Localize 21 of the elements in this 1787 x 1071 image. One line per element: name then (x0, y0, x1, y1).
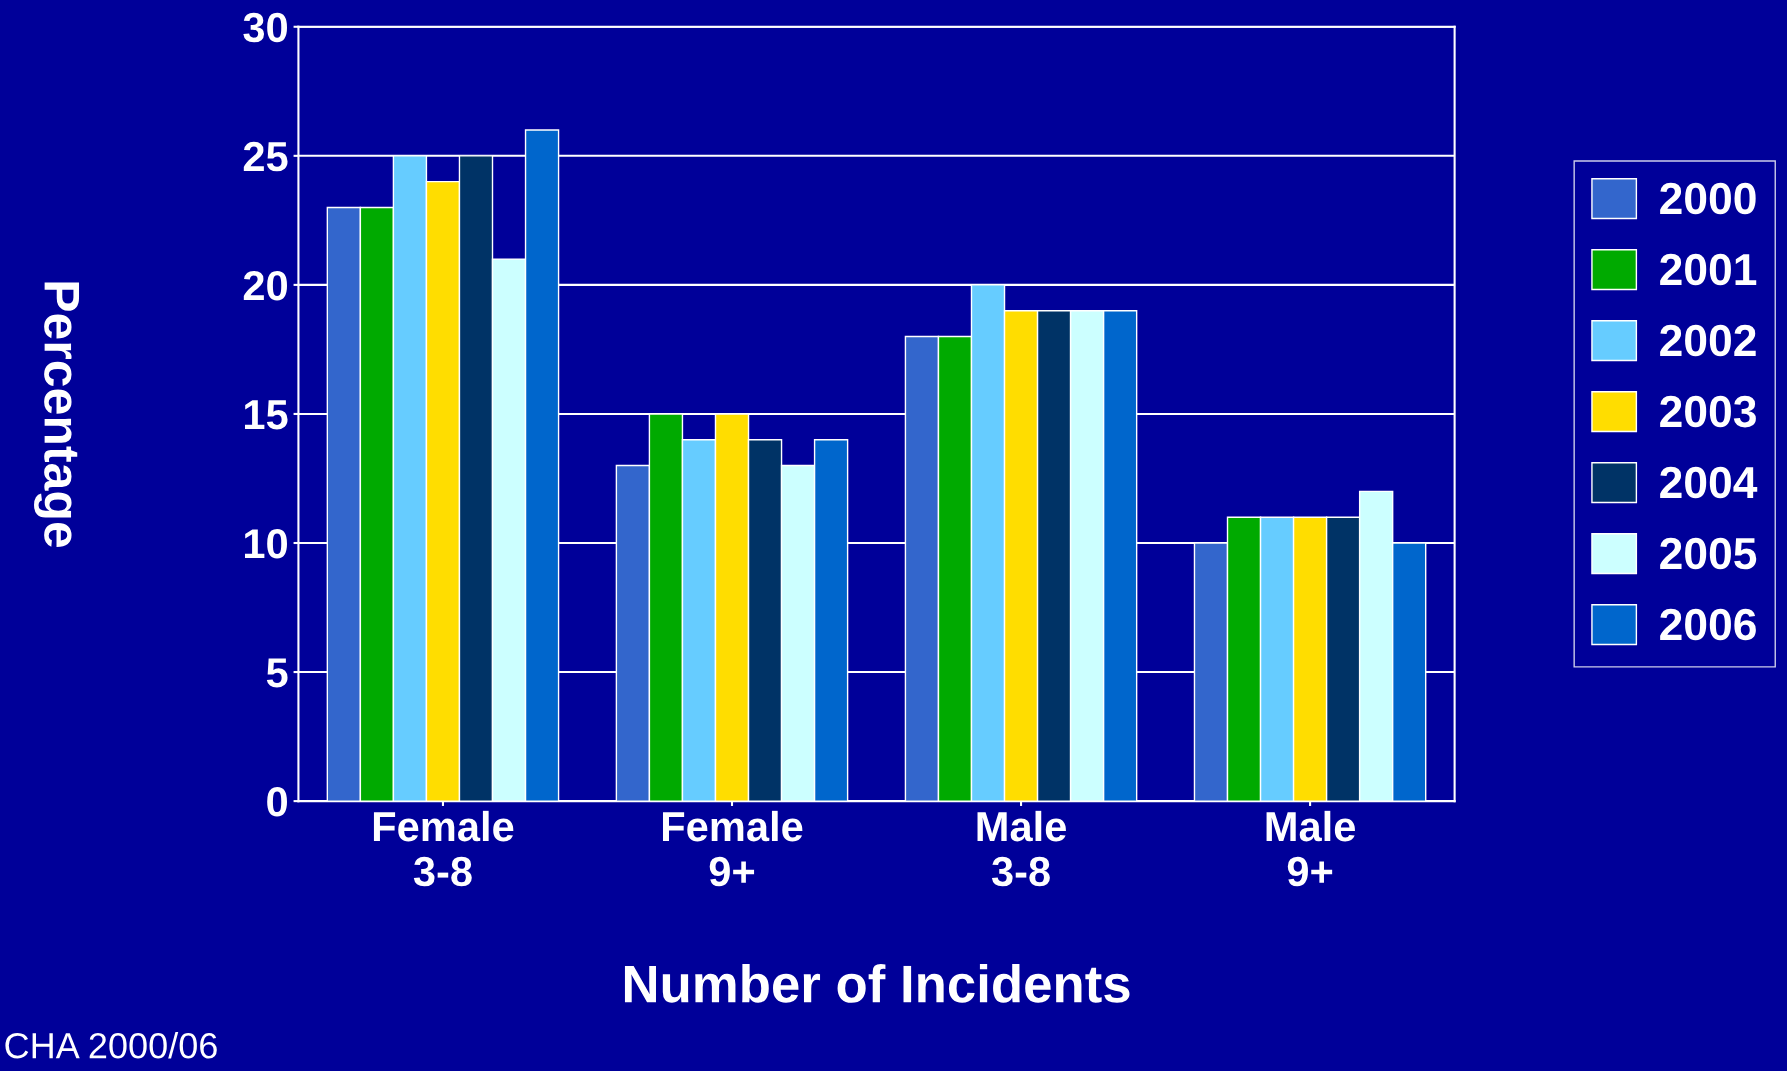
x-tick-label: Female 9+ (662, 810, 803, 887)
legend-label: 2003 (1660, 395, 1756, 428)
y-tick-label: 20 (243, 270, 287, 301)
legend-label: 2005 (1660, 537, 1757, 570)
legend-label: 2002 (1660, 324, 1756, 357)
legend-label: 2000 (1660, 182, 1756, 215)
legend-label: 2001 (1660, 253, 1757, 286)
x-tick-label: Male 9+ (1266, 810, 1355, 887)
x-tick-label: Male 3-8 (977, 810, 1066, 887)
y-tick-label: 0 (267, 787, 287, 817)
x-tick-label: Female 3-8 (373, 810, 514, 887)
y-tick-label: 5 (266, 658, 288, 688)
legend-label: 2004 (1660, 466, 1758, 499)
y-tick-label: 10 (244, 529, 287, 559)
y-tick-label: 30 (243, 12, 287, 43)
y-tick-label: 25 (243, 141, 288, 172)
x-axis-title: Number of Incidents (624, 964, 1130, 1003)
y-axis-title: Percentage (34, 282, 80, 548)
y-tick-label: 15 (244, 400, 288, 430)
legend-label: 2006 (1660, 608, 1756, 641)
text: CHA 2000/06 (5, 1031, 217, 1059)
